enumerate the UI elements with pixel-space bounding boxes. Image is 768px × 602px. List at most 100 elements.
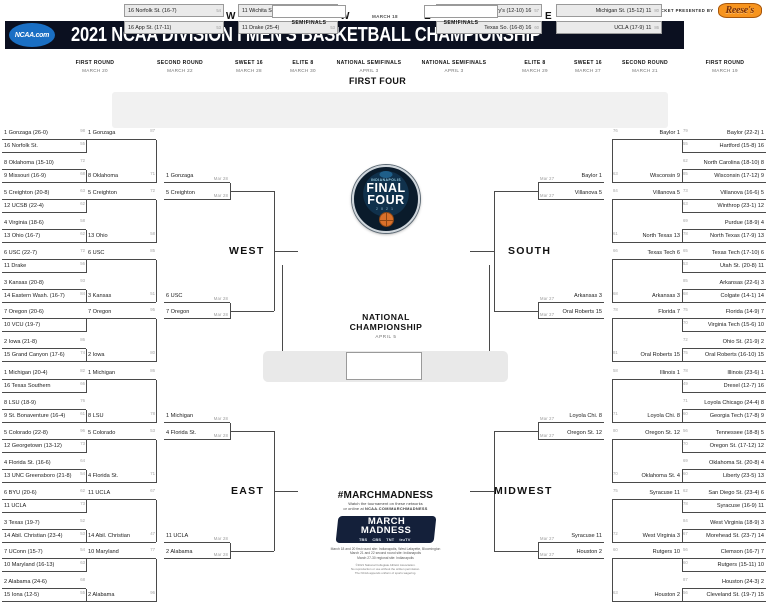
bracket-slot[interactable]: 2 Alabama Mar 28 [164, 546, 230, 560]
bracket-slot[interactable]: Purdue (18-9) 4 69 [682, 217, 766, 230]
bracket-slot[interactable]: Arkansas 3 68 [612, 290, 682, 303]
bracket-slot[interactable]: 8 Oklahoma 71 [86, 170, 156, 183]
bracket-slot[interactable]: North Texas (17-9) 13 78 [682, 230, 766, 243]
bracket-slot[interactable]: Houston 2 63 [612, 589, 682, 602]
bracket-slot[interactable]: Baylor (22-2) 1 79 [682, 127, 766, 140]
bracket-slot[interactable]: 11 Drake 56 [2, 260, 86, 273]
bracket-slot[interactable]: West Virginia 3 72 [612, 530, 682, 543]
bracket-slot[interactable]: Rutgers 10 60 [612, 546, 682, 560]
bracket-slot[interactable]: 15 Iona (12-5) 55 [2, 589, 86, 602]
watch-link[interactable]: NCAA.COM/MARCHMADNESS [364, 506, 428, 512]
bracket-slot[interactable]: Florida 7 78 [612, 306, 682, 320]
semifinal-slot-right[interactable] [424, 5, 498, 18]
first-four-slot[interactable]: 16 Norfolk St. (16-7) 54 [124, 4, 224, 17]
bracket-slot[interactable]: 1 Michigan Mar 28 [164, 410, 230, 423]
first-four-slot[interactable]: Texas So. (16-8) 16 60 [436, 21, 542, 34]
bracket-slot[interactable]: 5 Colorado 53 [86, 427, 156, 440]
bracket-slot[interactable]: 10 VCU (19-7) [2, 319, 86, 333]
bracket-slot[interactable]: Loyola Chi. 8 71 [612, 410, 682, 423]
bracket-slot[interactable]: 7 Oregon Mar 28 [164, 306, 230, 320]
bracket-slot[interactable]: Baylor 1 76 [612, 127, 682, 140]
bracket-slot[interactable]: 7 Oregon 95 [86, 306, 156, 320]
bracket-slot[interactable]: Oral Roberts (16-10) 15 75 [682, 349, 766, 363]
bracket-slot[interactable]: 1 Gonzaga Mar 28 [164, 170, 230, 183]
bracket-slot[interactable]: Baylor 1 Mar 27 [538, 170, 604, 183]
bracket-slot[interactable]: Texas Tech 6 66 [612, 247, 682, 260]
bracket-slot[interactable]: 1 Gonzaga 87 [86, 127, 156, 140]
bracket-slot[interactable]: Syracuse 11 Mar 27 [538, 530, 604, 543]
bracket-slot[interactable]: 2 Alabama 96 [86, 589, 156, 602]
bracket-slot[interactable]: 5 Creighton (20-8) 63 [2, 187, 86, 200]
bracket-slot[interactable]: 8 LSU 78 [86, 410, 156, 423]
bracket-slot[interactable]: 12 UCSB (22-4) 62 [2, 200, 86, 213]
bracket-slot[interactable]: Georgia Tech (17-8) 9 60 [682, 410, 766, 423]
bracket-slot[interactable]: 10 Maryland 77 [86, 546, 156, 560]
bracket-slot[interactable]: 10 Maryland (16-13) 63 [2, 559, 86, 573]
bracket-slot[interactable]: 6 USC Mar 28 [164, 290, 230, 303]
bracket-slot[interactable]: 12 Georgetown (13-12) 73 [2, 440, 86, 453]
bracket-slot[interactable]: 5 Creighton Mar 28 [164, 187, 230, 200]
bracket-slot[interactable]: Virginia Tech (15-6) 10 70 [682, 319, 766, 333]
bracket-slot[interactable]: Florida (14-9) 7 75 [682, 306, 766, 320]
bracket-slot[interactable]: 7 UConn (15-7) 54 [2, 546, 86, 560]
champion-slot[interactable] [346, 352, 422, 380]
bracket-slot[interactable]: Loyola Chicago (24-4) 8 71 [682, 397, 766, 410]
bracket-slot[interactable]: 14 Abil. Christian 47 [86, 530, 156, 543]
bracket-slot[interactable]: Oklahoma St. (20-8) 4 69 [682, 457, 766, 470]
bracket-slot[interactable]: Wisconsin 9 63 [612, 170, 682, 183]
bracket-slot[interactable]: 3 Texas (19-7) 52 [2, 517, 86, 530]
bracket-slot[interactable]: Rutgers (15-11) 10 60 [682, 559, 766, 573]
bracket-slot[interactable]: Ohio St. (21-9) 2 72 [682, 336, 766, 350]
bracket-slot[interactable]: Illinois (23-6) 1 78 [682, 367, 766, 380]
bracket-slot[interactable]: Wisconsin (17-12) 9 85 [682, 170, 766, 183]
bracket-slot[interactable]: San Diego St. (23-4) 6 62 [682, 487, 766, 500]
bracket-slot[interactable]: Utah St. (20-8) 11 53 [682, 260, 766, 273]
bracket-slot[interactable]: 2 Iowa (21-8) 86 [2, 336, 86, 350]
bracket-slot[interactable]: 6 USC (22-7) 72 [2, 247, 86, 260]
bracket-slot[interactable]: Oral Roberts 15 Mar 27 [538, 306, 604, 320]
bracket-slot[interactable]: Syracuse 11 75 [612, 487, 682, 500]
bracket-slot[interactable]: Oklahoma St. 4 70 [612, 470, 682, 483]
bracket-slot[interactable]: 14 Eastern Wash. (16-7) 84 [2, 290, 86, 303]
bracket-slot[interactable]: 15 Grand Canyon (17-6) 74 [2, 349, 86, 363]
bracket-slot[interactable]: Loyola Chi. 8 Mar 27 [538, 410, 604, 423]
bracket-slot[interactable]: Tennessee (18-8) 5 56 [682, 427, 766, 440]
bracket-slot[interactable]: 9 Missouri (16-9) 68 [2, 170, 86, 183]
bracket-slot[interactable]: 6 USC 85 [86, 247, 156, 260]
bracket-slot[interactable]: 11 UCLA 73 [2, 500, 86, 513]
bracket-slot[interactable]: 3 Kansas (20-8) 93 [2, 277, 86, 290]
bracket-slot[interactable]: 5 Colorado (22-8) 96 [2, 427, 86, 440]
bracket-slot[interactable]: 11 UCLA Mar 28 [164, 530, 230, 543]
bracket-slot[interactable]: 16 Norfolk St. 55 [2, 140, 86, 153]
bracket-slot[interactable]: Liberty (23-5) 13 60 [682, 470, 766, 483]
bracket-slot[interactable]: Winthrop (23-1) 12 63 [682, 200, 766, 213]
first-four-slot[interactable]: 16 App St. (17-11) 53 [124, 21, 224, 34]
first-four-slot[interactable]: UCLA (17-9) 11 86 [556, 21, 662, 34]
bracket-slot[interactable]: Oral Roberts 15 81 [612, 349, 682, 363]
bracket-slot[interactable]: 1 Gonzaga (26-0) 98 [2, 127, 86, 140]
semifinal-slot-left[interactable] [272, 5, 346, 18]
bracket-slot[interactable]: Morehead St. (23-7) 14 67 [682, 530, 766, 543]
bracket-slot[interactable]: 9 St. Bonaventure (16-4) 61 [2, 410, 86, 423]
bracket-slot[interactable]: 13 Ohio 58 [86, 230, 156, 243]
bracket-slot[interactable]: Colgate (14-1) 14 68 [682, 290, 766, 303]
bracket-slot[interactable]: Oregon St. (17-12) 12 70 [682, 440, 766, 453]
bracket-slot[interactable]: Oregon St. 12 80 [612, 427, 682, 440]
bracket-slot[interactable]: Syracuse (16-9) 11 78 [682, 500, 766, 513]
bracket-slot[interactable]: Arkansas (22-6) 3 85 [682, 277, 766, 290]
bracket-slot[interactable]: 4 Florida St. 71 [86, 470, 156, 483]
bracket-slot[interactable]: Drexel (12-7) 16 49 [682, 380, 766, 393]
bracket-slot[interactable]: 8 LSU (18-9) 76 [2, 397, 86, 410]
bracket-slot[interactable]: 2 Alabama (24-6) 68 [2, 576, 86, 590]
bracket-slot[interactable]: 11 UCLA 67 [86, 487, 156, 500]
bracket-slot[interactable]: Villanova 5 Mar 27 [538, 187, 604, 200]
bracket-slot[interactable]: Houston (24-3) 2 87 [682, 576, 766, 590]
bracket-slot[interactable]: Villanova (16-6) 5 73 [682, 187, 766, 200]
bracket-slot[interactable]: 4 Florida St. Mar 28 [164, 427, 230, 440]
bracket-slot[interactable]: 13 UNC Greensboro (21-8) 54 [2, 470, 86, 483]
bracket-slot[interactable]: 7 Oregon (20-6) [2, 306, 86, 320]
bracket-slot[interactable]: Clemson (16-7) 7 56 [682, 546, 766, 560]
bracket-slot[interactable]: Arkansas 3 Mar 27 [538, 290, 604, 303]
bracket-slot[interactable]: 5 Creighton 72 [86, 187, 156, 200]
bracket-slot[interactable]: 13 Ohio (16-7) 62 [2, 230, 86, 243]
